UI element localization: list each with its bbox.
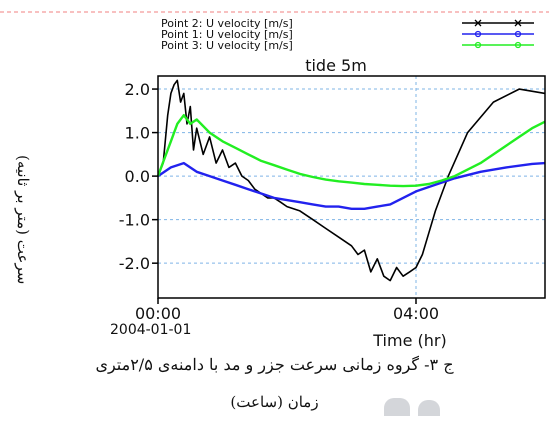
y-tick-label-0: 2.0	[125, 80, 150, 99]
plot-frame	[157, 75, 546, 299]
chart-title: tide 5m	[305, 56, 367, 75]
y-tick-label-2: 0.0	[125, 167, 150, 186]
figure-ylabel: سرعت (متر بر ثانیه)	[14, 155, 32, 285]
x-tick-label-0: 00:00	[135, 304, 181, 323]
legend-label-0: Point 2: U velocity [m/s]	[161, 17, 293, 30]
legend-marker-0-1	[514, 19, 522, 27]
decorative-blob	[418, 400, 440, 416]
x-tick-label-1: 04:00	[393, 304, 439, 323]
legend-marker-1-1	[514, 30, 522, 38]
x-axis-label: Time (hr)	[372, 331, 446, 350]
decorative-blob	[384, 398, 410, 416]
legend-marker-1-0	[474, 30, 482, 38]
y-tick-label-3: -1.0	[119, 211, 150, 230]
series-line-0	[157, 79, 546, 282]
legend-label-2: Point 3: U velocity [m/s]	[161, 39, 293, 52]
legend-marker-2-1	[514, 41, 522, 49]
figure-caption: ج ۳- گروه زمانی سرعت جزر و مد با دامنه‌ی…	[95, 355, 454, 374]
y-tick-label-1: 1.0	[125, 124, 150, 143]
legend-label-1: Point 1: U velocity [m/s]	[161, 28, 293, 41]
legend-marker-2-0	[474, 41, 482, 49]
legend-marker-0-0	[474, 19, 482, 27]
series-line-2	[156, 113, 546, 188]
figure-xlabel: زمان (ساعت)	[230, 393, 319, 411]
x-tick-sublabel-0: 2004-01-01	[110, 322, 191, 338]
legend: Point 2: U velocity [m/s]Point 1: U velo…	[161, 17, 534, 52]
y-tick-label-4: -2.0	[119, 254, 150, 273]
series-line-1	[157, 161, 546, 211]
